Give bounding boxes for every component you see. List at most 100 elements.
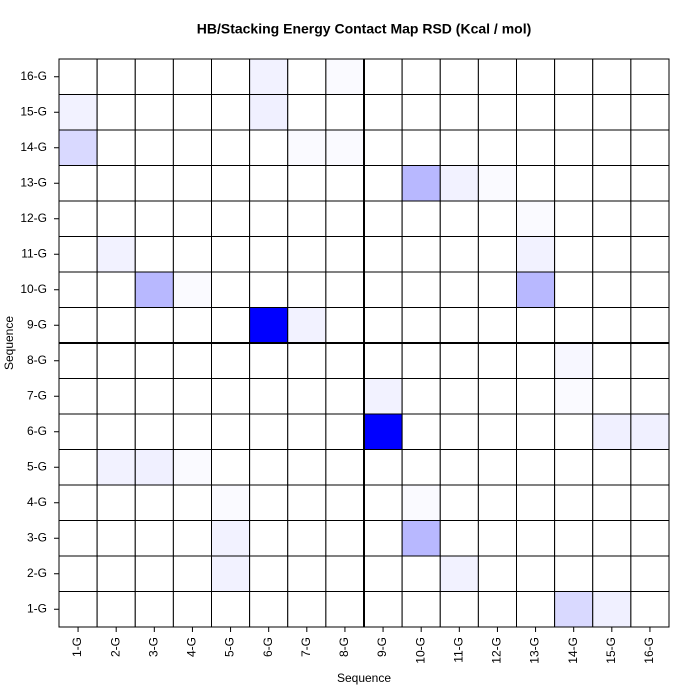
cell xyxy=(554,378,594,415)
cell xyxy=(96,165,136,202)
cell xyxy=(554,94,594,131)
cell xyxy=(592,271,632,308)
cell xyxy=(287,58,327,95)
y-tick-label: 10-G xyxy=(20,282,47,296)
cell xyxy=(58,94,98,131)
cell xyxy=(172,484,212,521)
y-tick-label: 3-G xyxy=(27,530,47,544)
cell xyxy=(134,520,174,557)
cell xyxy=(58,58,98,95)
cell xyxy=(363,378,403,415)
cell xyxy=(134,591,174,628)
x-tick-label: 5-G xyxy=(223,637,237,657)
cell xyxy=(477,58,517,95)
cell xyxy=(325,413,365,450)
cell xyxy=(211,342,251,379)
cell xyxy=(172,378,212,415)
cell xyxy=(96,413,136,450)
cell xyxy=(592,555,632,592)
x-tick-label: 14-G xyxy=(566,637,580,664)
cell xyxy=(211,449,251,486)
cell xyxy=(592,165,632,202)
cell xyxy=(401,58,441,95)
cell xyxy=(363,307,403,344)
cell xyxy=(592,591,632,628)
cell xyxy=(439,307,479,344)
cell xyxy=(172,449,212,486)
cell xyxy=(134,413,174,450)
cell xyxy=(58,413,98,450)
x-tick-label: 11-G xyxy=(451,637,465,663)
cell xyxy=(172,520,212,557)
cell xyxy=(592,58,632,95)
cell xyxy=(516,271,556,308)
cell xyxy=(477,165,517,202)
y-tick-label: 5-G xyxy=(27,459,47,473)
cell xyxy=(96,378,136,415)
cell xyxy=(516,520,556,557)
cell xyxy=(401,236,441,273)
cell xyxy=(287,591,327,628)
cell xyxy=(363,413,403,450)
cell xyxy=(325,94,365,131)
cell xyxy=(134,378,174,415)
cell xyxy=(172,342,212,379)
cell xyxy=(630,271,670,308)
cell xyxy=(439,413,479,450)
cell xyxy=(211,413,251,450)
y-tick-label: 11-G xyxy=(21,246,47,260)
cell xyxy=(363,129,403,166)
cell xyxy=(134,484,174,521)
cell xyxy=(249,94,289,131)
cell xyxy=(287,129,327,166)
y-axis-label: Sequence xyxy=(2,316,16,370)
cell xyxy=(516,378,556,415)
x-tick-label: 4-G xyxy=(185,637,199,657)
cell xyxy=(363,165,403,202)
cell xyxy=(592,378,632,415)
cell xyxy=(554,271,594,308)
cell xyxy=(363,271,403,308)
cell xyxy=(630,484,670,521)
cell xyxy=(211,591,251,628)
cell xyxy=(439,378,479,415)
x-tick-label: 8-G xyxy=(337,637,351,657)
cell xyxy=(325,200,365,237)
cell xyxy=(516,342,556,379)
cell xyxy=(630,555,670,592)
cell xyxy=(287,307,327,344)
cell xyxy=(439,129,479,166)
cell xyxy=(58,271,98,308)
cell xyxy=(630,449,670,486)
x-axis-label: Sequence xyxy=(337,671,391,685)
cell xyxy=(516,129,556,166)
cell xyxy=(211,58,251,95)
cell xyxy=(477,342,517,379)
cell xyxy=(363,591,403,628)
cell xyxy=(172,165,212,202)
cell xyxy=(134,342,174,379)
cell xyxy=(477,236,517,273)
cell xyxy=(516,413,556,450)
cell xyxy=(592,342,632,379)
y-tick-label: 14-G xyxy=(20,140,47,154)
cell xyxy=(249,165,289,202)
cell xyxy=(401,94,441,131)
x-tick-label: 3-G xyxy=(146,637,160,657)
cell xyxy=(134,555,174,592)
chart-title: HB/Stacking Energy Contact Map RSD (Kcal… xyxy=(197,21,532,37)
y-tick-label: 1-G xyxy=(27,601,47,615)
cell xyxy=(439,449,479,486)
cell xyxy=(554,591,594,628)
x-tick-label: 7-G xyxy=(299,637,313,657)
cell xyxy=(249,413,289,450)
cell xyxy=(249,129,289,166)
x-tick-label: 16-G xyxy=(642,637,656,664)
cell xyxy=(630,378,670,415)
cell xyxy=(516,236,556,273)
cell xyxy=(439,165,479,202)
cell xyxy=(630,94,670,131)
y-tick-label: 2-G xyxy=(27,566,47,580)
cell xyxy=(287,271,327,308)
cell xyxy=(363,449,403,486)
